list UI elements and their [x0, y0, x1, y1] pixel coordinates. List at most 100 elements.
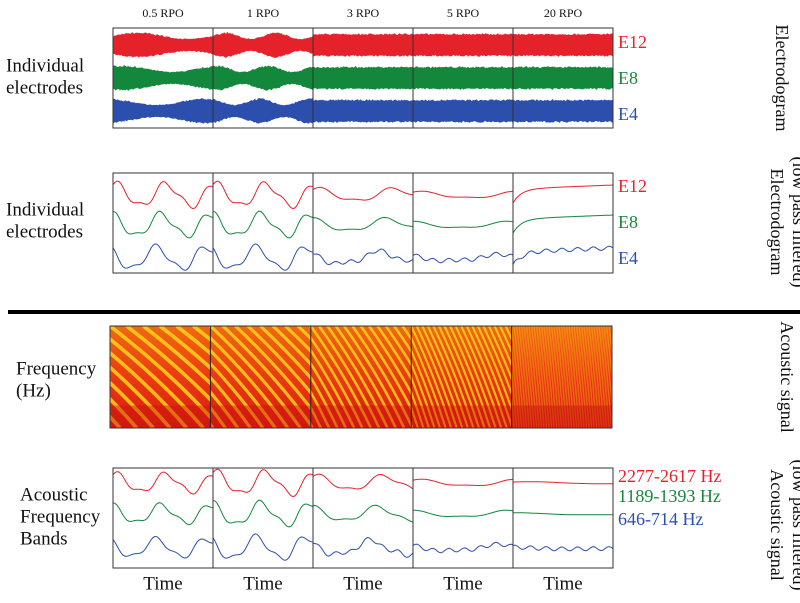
spectrogram-stripe — [142, 326, 211, 386]
column-label: 20 RPO — [544, 6, 583, 20]
trace-curve — [313, 248, 414, 266]
spectrogram-stripe — [570, 326, 583, 428]
spectrogram-stripe — [682, 326, 692, 428]
trace-curve — [212, 210, 314, 239]
spectrogram-stripe — [558, 326, 570, 428]
spectrogram-stripe — [158, 326, 211, 371]
side-label: Acoustic signal — [777, 321, 797, 432]
side-label: (low pass filtered) — [788, 460, 800, 591]
spectrogram-stripe — [511, 390, 515, 428]
spectrogram-stripe — [221, 326, 311, 428]
spectrogram-stripe — [525, 326, 538, 428]
spectrogram-stripe — [679, 326, 689, 428]
side-label: (low pass filtered) — [788, 157, 800, 288]
electrode-wave — [213, 65, 313, 91]
panel-label: Frequency — [20, 506, 101, 527]
trace-label: E4 — [618, 248, 638, 268]
spectrogram-stripe — [411, 374, 430, 428]
panel-label: Acoustic — [20, 484, 88, 505]
spectrogram-stripe — [578, 326, 590, 428]
spectrogram-stripe — [600, 326, 613, 428]
spectrogram-stripe — [674, 326, 684, 428]
spectrogram-stripe — [707, 326, 717, 428]
trace-curve — [112, 502, 214, 526]
spectrogram-stripe — [310, 389, 331, 428]
spectrogram-stripe — [110, 364, 172, 428]
electrode-wave — [313, 33, 413, 57]
trace-curve — [512, 544, 614, 552]
spectrogram-stripe — [471, 326, 512, 428]
spectrogram-stripe — [515, 326, 528, 428]
spectrogram-stripe — [310, 361, 347, 428]
spectrogram-stripe — [629, 326, 639, 428]
spectrogram-stripe — [518, 326, 530, 428]
trace-curve — [512, 245, 614, 265]
electrode-wave — [513, 33, 613, 57]
spectrogram-stripe — [210, 389, 240, 428]
spectrogram-stripe — [210, 335, 290, 428]
electrode-wave — [113, 65, 213, 91]
spectrogram-stripe — [411, 347, 442, 428]
trace-curve — [212, 499, 314, 528]
trace-curve — [112, 180, 214, 210]
spectrogram-stripe — [318, 326, 381, 428]
spectrogram-low — [210, 405, 311, 428]
panel-box — [512, 172, 614, 274]
column-label: 0.5 RPO — [142, 6, 184, 20]
spectrogram-column — [310, 326, 412, 428]
trace-curve — [312, 216, 414, 231]
spectrogram-stripe — [460, 326, 503, 428]
spectrogram-stripe — [605, 326, 613, 384]
spectrogram-stripe — [553, 326, 565, 428]
spectrogram-stripe — [259, 326, 311, 381]
spectrogram-stripe — [438, 326, 480, 428]
spectrogram-stripe — [550, 326, 563, 428]
spectrogram-stripe — [310, 348, 356, 428]
trace-curve — [112, 535, 214, 559]
spectrogram-stripe — [585, 326, 598, 428]
spectrogram-stripe — [697, 326, 707, 428]
spectrogram-stripe — [110, 350, 189, 428]
electrode-wave — [213, 98, 313, 124]
spectrogram-stripe — [583, 326, 595, 428]
spectrogram-stripe — [482, 326, 512, 397]
trace-curve — [412, 478, 514, 486]
trace-label: E4 — [618, 104, 638, 124]
trace-label: 2277-2617 Hz — [618, 466, 721, 486]
spectrogram-stripe — [310, 404, 322, 428]
spectrogram-stripe — [647, 326, 657, 428]
column-label: 3 RPO — [347, 6, 380, 20]
spectrogram-stripe — [210, 375, 252, 428]
trace-curve — [212, 533, 314, 561]
spectrogram-stripe — [528, 326, 540, 428]
spectrogram-stripe — [603, 326, 613, 412]
spectrogram-stripe — [110, 396, 139, 428]
spectrogram-stripe — [488, 326, 512, 382]
panel-box — [112, 172, 214, 274]
spectrogram-stripe — [411, 326, 453, 428]
spectrogram-stripe — [593, 326, 605, 428]
panel-label: Frequency — [16, 358, 97, 379]
spectrogram-stripe — [617, 326, 627, 428]
trace-curve — [312, 186, 414, 201]
electrode-wave — [413, 66, 513, 90]
panel-box — [112, 467, 214, 569]
spectrogram-stripe — [692, 326, 702, 428]
spectrogram-stripe — [543, 326, 555, 428]
panel-box — [512, 27, 614, 129]
spectrogram-stripe — [411, 389, 425, 428]
spectrogram-stripe — [659, 326, 669, 428]
trace-curve — [212, 180, 314, 210]
column-label: 1 RPO — [247, 6, 280, 20]
panel-box — [212, 172, 314, 274]
x-label: Time — [243, 573, 282, 594]
spectrogram-stripe — [326, 326, 389, 428]
spectrogram-stripe — [538, 326, 550, 428]
trace-curve — [412, 251, 514, 264]
spectrogram-stripe — [530, 326, 543, 428]
spectrogram-stripe — [426, 326, 469, 428]
spectrogram-stripe — [649, 326, 659, 428]
electrode-wave — [113, 98, 213, 124]
spectrogram-bg — [511, 326, 612, 428]
spectrogram-stripe — [192, 326, 211, 342]
